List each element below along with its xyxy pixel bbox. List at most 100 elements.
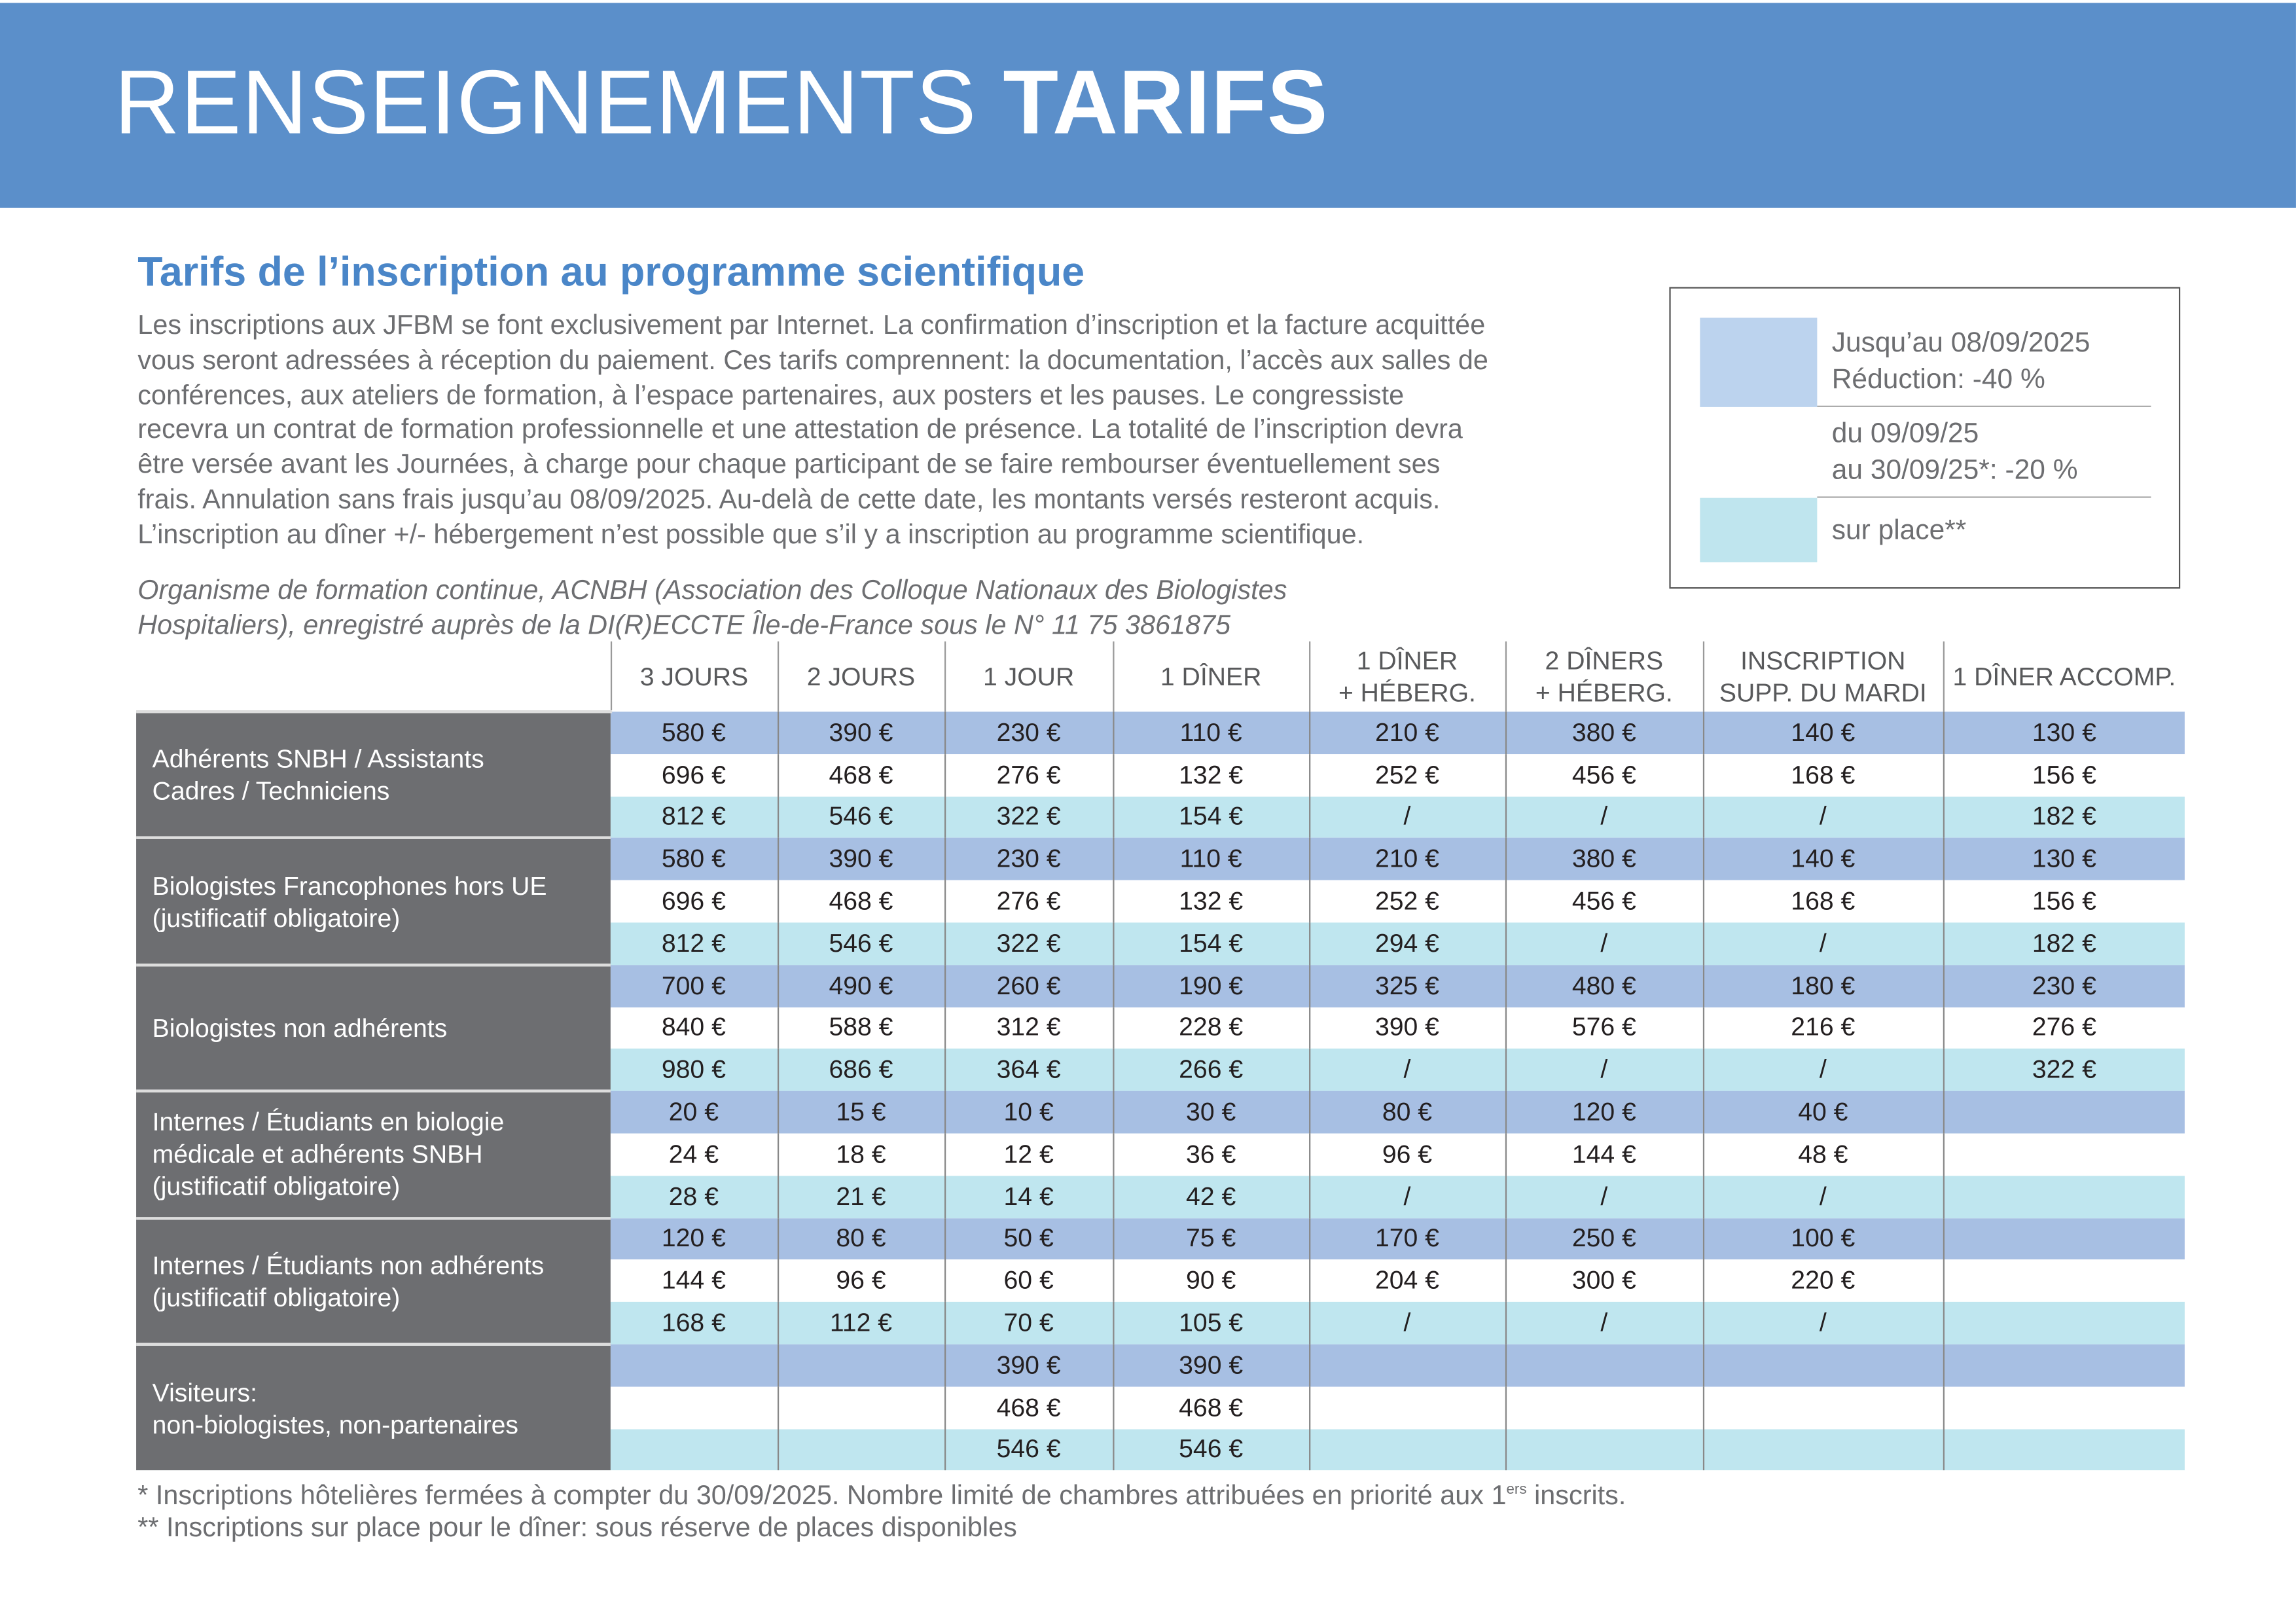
column-header-line: 2 JOURS xyxy=(806,662,916,691)
legend-line: au 30/09/25*: -20 % xyxy=(1831,454,2078,486)
price-cell: 12 € xyxy=(943,1133,1113,1176)
price-cell: 110 € xyxy=(1112,712,1310,754)
table-row: Biologistes Francophones hors UE (justifi… xyxy=(136,837,2185,965)
price-cell: 840 € xyxy=(610,1007,778,1049)
legend-text: Jusqu’au 08/09/2025 Réduction: -40 % xyxy=(1817,317,2151,407)
table-row: 812 €546 €322 €154 €294 € //182 € xyxy=(136,922,2185,965)
category-line: (justificatif obligatoire) xyxy=(152,1172,401,1202)
footnote-1-end: inscrits. xyxy=(1526,1479,1626,1510)
price-cell xyxy=(1308,1428,1505,1471)
price-cell: 322 € xyxy=(943,796,1113,839)
price-cell: 325 € xyxy=(1308,964,1505,1007)
price-cell: 686 € xyxy=(776,1049,944,1092)
column-header-line: + HÉBERG. xyxy=(1535,677,1673,708)
price-cell: / xyxy=(1702,922,1943,965)
price-cell: 80 € xyxy=(1308,1091,1505,1134)
price-cell: 456 € xyxy=(1504,880,1703,923)
price-cell: 700 € xyxy=(610,964,778,1007)
column-header-line: 1 DÎNER xyxy=(1160,662,1262,691)
column-header: 1 DÎNER xyxy=(1112,641,1310,712)
price-cell: 588 € xyxy=(776,1007,944,1049)
price-cell: 156 € xyxy=(1942,880,2185,923)
legend-line: sur place** xyxy=(1831,514,1967,546)
footnote-1-text: * Inscriptions hôtelières fermées à comp… xyxy=(137,1479,1507,1510)
price-cell: 230 € xyxy=(943,838,1113,880)
price-cell: 390 € xyxy=(943,1344,1113,1387)
price-cell: 812 € xyxy=(610,922,778,965)
price-cell: 230 € xyxy=(943,712,1113,754)
title-light: RENSEIGNEMENTS xyxy=(114,52,977,154)
price-cell: 276 € xyxy=(1942,1007,2185,1049)
paragraph-line: L’inscription au dîner +/- hébergement n… xyxy=(137,518,1365,549)
price-cell: 18 € xyxy=(776,1133,944,1176)
legend-swatch xyxy=(1700,406,1818,498)
price-cell: 110 € xyxy=(1112,838,1310,880)
price-cell: 390 € xyxy=(776,712,944,754)
column-header-line: + HÉBERG. xyxy=(1338,677,1476,708)
price-cell: 40 € xyxy=(1702,1091,1943,1134)
price-cell: 28 € xyxy=(610,1175,778,1218)
price-cell: 140 € xyxy=(1702,712,1943,754)
price-cell: 96 € xyxy=(1308,1133,1505,1176)
legend-item: Jusqu’au 08/09/2025 Réduction: -40 % xyxy=(1700,317,2151,407)
price-cell xyxy=(1942,1344,2185,1387)
price-cell: 250 € xyxy=(1504,1218,1703,1260)
price-cell: 182 € xyxy=(1942,922,2185,965)
price-cell: / xyxy=(1308,1302,1505,1344)
price-cell: / xyxy=(1308,1049,1505,1092)
paragraph-line: vous seront adressées à réception du pai… xyxy=(137,344,1488,375)
price-cell: 546 € xyxy=(1112,1428,1310,1471)
price-cell: 276 € xyxy=(943,753,1113,797)
column-header-line: SUPP. DU MARDI xyxy=(1719,677,1927,708)
column-header: 1 DÎNER + HÉBERG. xyxy=(1308,641,1505,712)
price-cell: 580 € xyxy=(610,712,778,754)
price-cell: 96 € xyxy=(776,1259,944,1303)
organisme-note: Organisme de formation continue, ACNBH (… xyxy=(137,573,1287,643)
price-cell: 48 € xyxy=(1702,1133,1943,1176)
price-cell: 90 € xyxy=(1112,1259,1310,1303)
column-header: 1 DÎNER ACCOMP. xyxy=(1942,641,2185,712)
page-title: RENSEIGNEMENTS TARIFS xyxy=(115,58,1329,149)
price-cell: 105 € xyxy=(1112,1302,1310,1344)
column-header: 2 JOURS xyxy=(776,641,944,712)
price-cell: 14 € xyxy=(943,1175,1113,1218)
price-cell: 30 € xyxy=(1112,1091,1310,1134)
price-cell: 322 € xyxy=(1942,1049,2185,1092)
organisme-line: Organisme de formation continue, ACNBH (… xyxy=(137,573,1287,605)
price-cell: 216 € xyxy=(1702,1007,1943,1049)
footnote-sup: ers xyxy=(1506,1482,1527,1498)
price-cell: 468 € xyxy=(1112,1386,1310,1429)
price-cell xyxy=(776,1428,944,1471)
row-category-label: Biologistes Francophones hors UE (justifi… xyxy=(136,837,611,965)
price-cell xyxy=(1942,1428,2185,1471)
price-cell xyxy=(1504,1428,1703,1471)
price-cell: 168 € xyxy=(1702,753,1943,797)
legend-line: Jusqu’au 08/09/2025 xyxy=(1831,328,2090,359)
table-row: 696 €468 €276 €132 €252 €456 €168 €156 € xyxy=(136,880,2185,923)
price-cell: 15 € xyxy=(776,1091,944,1134)
price-cell: / xyxy=(1702,796,1943,839)
price-cell: 182 € xyxy=(1942,796,2185,839)
price-cell xyxy=(610,1428,778,1471)
price-cell xyxy=(1308,1386,1505,1429)
price-cell: 276 € xyxy=(943,880,1113,923)
price-cell xyxy=(1504,1386,1703,1429)
footnotes: * Inscriptions hôtelières fermées à comp… xyxy=(137,1475,1626,1543)
price-cell: 546 € xyxy=(776,922,944,965)
legend-item: sur place** xyxy=(1700,497,2151,563)
table-row: 144 €96 €60 €90 €204 €300 €220 € xyxy=(136,1259,2185,1303)
price-cell: 252 € xyxy=(1308,880,1505,923)
price-cell: 252 € xyxy=(1308,753,1505,797)
column-header-line: INSCRIPTION xyxy=(1740,645,1906,676)
category-line: Biologistes Francophones hors UE xyxy=(152,871,547,900)
price-cell: 42 € xyxy=(1112,1175,1310,1218)
column-header-line: 1 DÎNER ACCOMP. xyxy=(1952,662,2176,691)
price-cell: 154 € xyxy=(1112,922,1310,965)
price-cell xyxy=(1942,1175,2185,1218)
price-cell: 546 € xyxy=(943,1428,1113,1471)
price-cell: 456 € xyxy=(1504,753,1703,797)
price-cell: 190 € xyxy=(1112,964,1310,1007)
table-row: 840 €588 €312 €228 €390 €576 €216 €276 € xyxy=(136,1007,2185,1049)
row-category-label: Adhérents SNBH / Assistants Cadres / Tech… xyxy=(136,710,611,839)
